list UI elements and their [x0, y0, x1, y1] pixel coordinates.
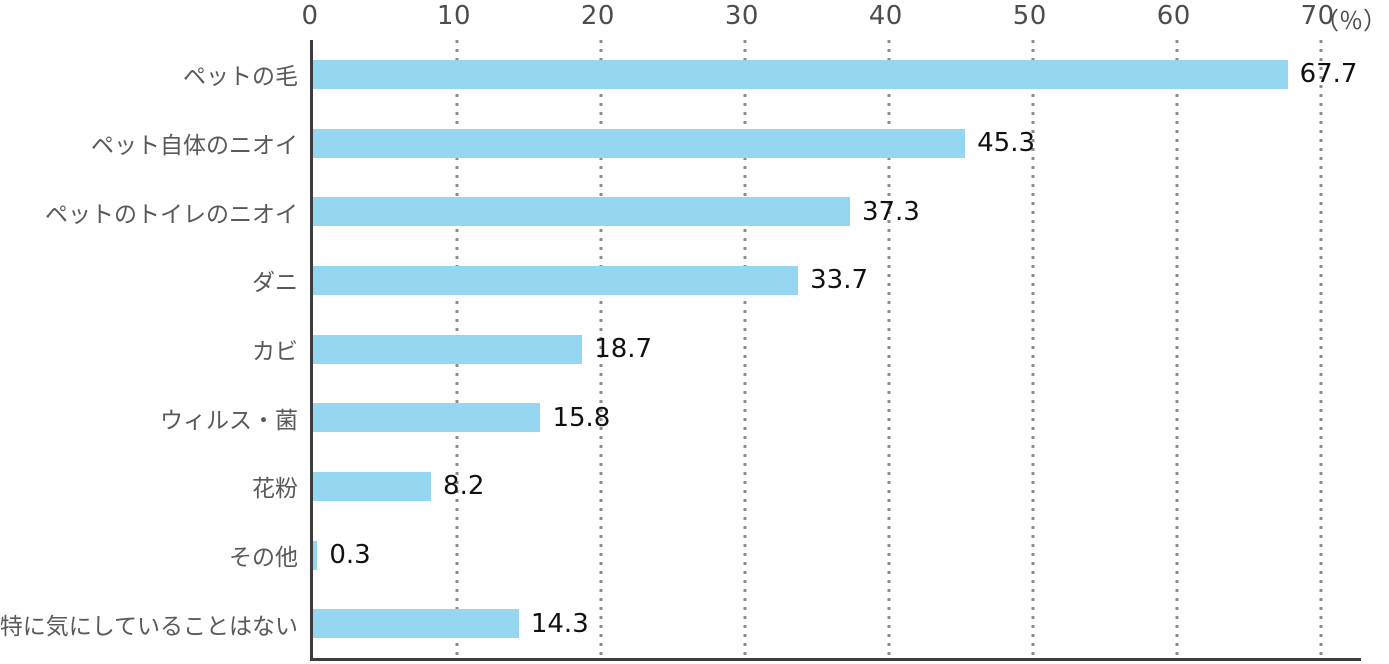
value-label: 0.3: [329, 540, 371, 571]
bar-row: 8.2: [313, 452, 1361, 521]
bar: [313, 265, 799, 295]
bar-row: 37.3: [313, 177, 1361, 246]
gridline: [1319, 40, 1323, 658]
value-label: 45.3: [977, 128, 1035, 158]
category-label: ウィルス・菌: [160, 407, 298, 434]
value-label: 37.3: [861, 196, 920, 227]
bar-row: 67.7: [313, 40, 1361, 109]
gridline: [1175, 40, 1179, 658]
category-label: ペットのトイレのニオイ: [45, 201, 298, 228]
x-tick-label: 10: [436, 1, 471, 31]
plot-area: 67.7 45.3 37.3 33.7 18.7 15.8 8.2 0.3 14.3: [310, 40, 1361, 661]
x-tick-label: 70: [1300, 1, 1335, 31]
gridline: [599, 40, 603, 658]
x-tick-label: 20: [580, 1, 615, 31]
bar-rows: 67.7 45.3 37.3 33.7 18.7 15.8 8.2 0.3 14.3: [313, 40, 1361, 658]
value-label: 18.7: [594, 334, 653, 365]
x-axis-unit-label: （％）: [1315, 7, 1387, 35]
x-tick-label: 60: [1156, 1, 1191, 31]
bar: [313, 334, 583, 364]
x-tick-label: 0: [301, 1, 319, 31]
category-label: 花粉: [252, 476, 298, 503]
category-labels-column: ペットの毛ペット自体のニオイペットのトイレのニオイダニカビウィルス・菌花粉その他…: [0, 40, 298, 658]
x-tick-label: 40: [868, 1, 903, 31]
category-label: カビ: [252, 339, 298, 366]
value-label: 8.2: [443, 471, 485, 502]
bar-row: 0.3: [313, 521, 1361, 590]
category-label: その他: [229, 545, 298, 572]
bar: [313, 609, 519, 639]
category-label: ペットの毛: [183, 64, 298, 91]
value-label: 33.7: [810, 265, 869, 296]
x-tick-label: 50: [1012, 1, 1047, 31]
x-axis-ticks: 0 10 20 30 40 50 60 70: [0, 0, 1389, 40]
gridline: [1031, 40, 1035, 658]
bar: [313, 128, 966, 158]
category-label: 特に気にしていることはない: [0, 613, 298, 640]
bar-row: 45.3: [313, 109, 1361, 178]
value-label: 15.8: [552, 402, 611, 433]
category-label: ペット自体のニオイ: [91, 133, 298, 159]
value-label: 14.3: [530, 608, 589, 639]
bar: [313, 471, 432, 501]
bar: [313, 59, 1288, 89]
bar-row: 15.8: [313, 383, 1361, 452]
value-label: 67.7: [1299, 59, 1358, 90]
bar: [313, 540, 318, 570]
bar: [313, 403, 541, 433]
bar: [313, 197, 850, 227]
bar-row: 33.7: [313, 246, 1361, 315]
bar-row: 14.3: [313, 589, 1361, 658]
bar-row: 18.7: [313, 315, 1361, 384]
x-tick-label: 30: [724, 1, 759, 31]
gridline: [743, 40, 747, 658]
category-label: ダニ: [252, 270, 298, 297]
gridline: [887, 40, 891, 658]
